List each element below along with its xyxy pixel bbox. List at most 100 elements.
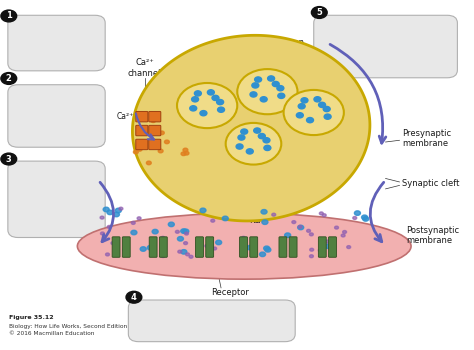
- Circle shape: [140, 247, 146, 251]
- Circle shape: [263, 138, 270, 143]
- Text: 4: 4: [131, 293, 137, 302]
- Circle shape: [254, 128, 261, 133]
- FancyBboxPatch shape: [328, 237, 337, 257]
- Circle shape: [107, 225, 111, 229]
- Circle shape: [200, 111, 207, 116]
- FancyBboxPatch shape: [289, 237, 297, 257]
- Circle shape: [107, 210, 113, 215]
- Circle shape: [238, 135, 245, 140]
- Circle shape: [264, 145, 271, 150]
- Circle shape: [181, 152, 186, 156]
- Circle shape: [217, 99, 224, 105]
- Circle shape: [190, 106, 197, 111]
- Circle shape: [177, 237, 183, 241]
- Circle shape: [250, 92, 257, 97]
- FancyBboxPatch shape: [314, 15, 457, 78]
- Circle shape: [335, 226, 338, 229]
- Circle shape: [131, 230, 137, 235]
- Circle shape: [152, 229, 158, 234]
- Circle shape: [362, 215, 368, 219]
- Circle shape: [115, 208, 121, 213]
- Circle shape: [134, 150, 138, 154]
- Circle shape: [123, 248, 127, 251]
- Circle shape: [137, 148, 142, 151]
- Circle shape: [146, 161, 151, 165]
- Circle shape: [363, 217, 369, 221]
- Circle shape: [113, 212, 119, 217]
- Circle shape: [218, 107, 225, 112]
- Circle shape: [298, 225, 302, 228]
- Text: Ca²⁺
channel: Ca²⁺ channel: [128, 58, 161, 78]
- Text: Acetylcholine
(neurotransmitter): Acetylcholine (neurotransmitter): [217, 118, 295, 137]
- Text: Figure 35.12: Figure 35.12: [9, 315, 54, 320]
- Circle shape: [184, 152, 189, 155]
- Text: Axon
terminal: Axon terminal: [283, 38, 319, 57]
- Text: Presynaptic
membrane: Presynaptic membrane: [402, 129, 451, 148]
- FancyBboxPatch shape: [128, 300, 295, 342]
- FancyBboxPatch shape: [206, 237, 214, 257]
- Circle shape: [197, 253, 201, 256]
- Circle shape: [1, 72, 17, 84]
- Circle shape: [255, 77, 262, 82]
- Circle shape: [246, 149, 253, 154]
- FancyBboxPatch shape: [136, 139, 148, 150]
- Text: 2: 2: [6, 74, 12, 83]
- Circle shape: [222, 216, 228, 221]
- Text: Postsynaptic
membrane: Postsynaptic membrane: [406, 226, 459, 245]
- Circle shape: [252, 83, 259, 88]
- Circle shape: [319, 212, 323, 215]
- Circle shape: [324, 114, 331, 119]
- Circle shape: [307, 118, 313, 123]
- Circle shape: [301, 98, 308, 103]
- Circle shape: [168, 222, 174, 227]
- Circle shape: [111, 241, 115, 245]
- Circle shape: [177, 83, 237, 128]
- Text: 1: 1: [6, 12, 12, 20]
- FancyBboxPatch shape: [149, 111, 161, 122]
- Circle shape: [212, 95, 219, 100]
- Circle shape: [310, 248, 314, 251]
- Circle shape: [119, 207, 123, 210]
- Circle shape: [151, 119, 155, 122]
- Circle shape: [298, 104, 305, 109]
- Circle shape: [298, 225, 304, 230]
- Circle shape: [1, 10, 17, 22]
- Text: Ca²⁺: Ca²⁺: [117, 112, 134, 121]
- Circle shape: [185, 253, 190, 256]
- FancyBboxPatch shape: [149, 139, 161, 150]
- Circle shape: [184, 232, 189, 235]
- Circle shape: [211, 219, 215, 222]
- Circle shape: [278, 93, 285, 98]
- Text: 5: 5: [316, 8, 322, 17]
- FancyBboxPatch shape: [250, 237, 258, 257]
- Circle shape: [126, 291, 142, 303]
- Polygon shape: [132, 35, 370, 221]
- Circle shape: [341, 234, 345, 237]
- FancyBboxPatch shape: [8, 161, 105, 238]
- Text: 3: 3: [6, 155, 12, 163]
- Circle shape: [353, 217, 357, 219]
- FancyBboxPatch shape: [149, 237, 157, 257]
- Circle shape: [310, 233, 313, 236]
- Circle shape: [343, 231, 346, 233]
- Circle shape: [103, 207, 109, 212]
- Circle shape: [319, 102, 326, 107]
- Circle shape: [247, 245, 253, 250]
- Circle shape: [178, 250, 182, 253]
- Text: Na⁺: Na⁺: [249, 216, 265, 225]
- Circle shape: [325, 244, 331, 248]
- Circle shape: [310, 255, 313, 258]
- Text: Synaptic cleft: Synaptic cleft: [402, 179, 459, 188]
- Circle shape: [323, 106, 330, 112]
- Text: © 2016 Macmillan Education: © 2016 Macmillan Education: [9, 331, 94, 336]
- Circle shape: [161, 236, 165, 239]
- Circle shape: [260, 97, 267, 102]
- Circle shape: [106, 253, 109, 256]
- FancyBboxPatch shape: [279, 237, 287, 257]
- Circle shape: [322, 214, 326, 217]
- Circle shape: [296, 113, 303, 118]
- Circle shape: [226, 123, 281, 164]
- Circle shape: [200, 208, 206, 213]
- Circle shape: [355, 211, 360, 215]
- Circle shape: [216, 240, 222, 245]
